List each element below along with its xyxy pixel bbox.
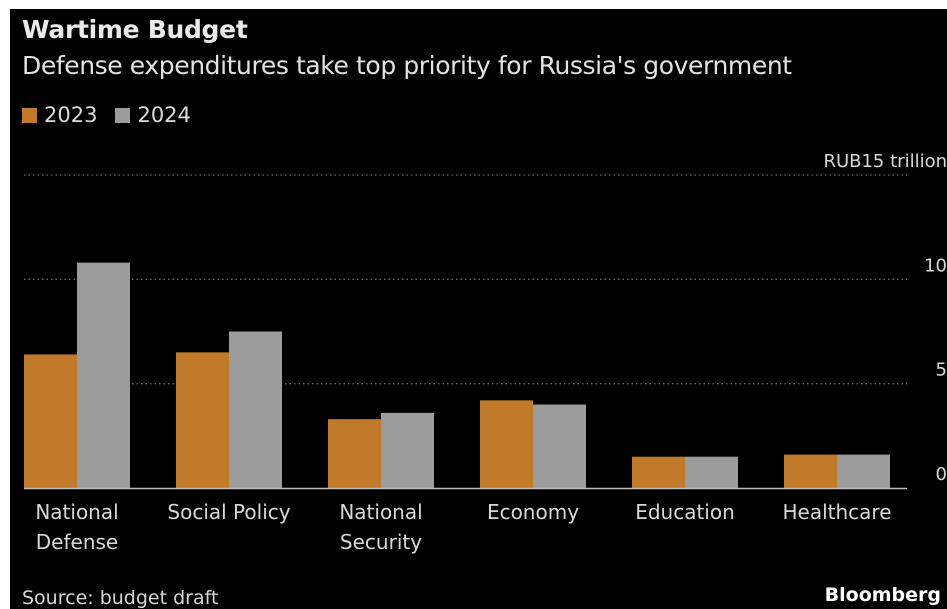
x-tick-label-1: Social Policy xyxy=(167,500,290,524)
bar-2024-4 xyxy=(685,456,738,488)
chart-subtitle: Defense expenditures take top priority f… xyxy=(22,51,792,80)
chart-legend: 2023 2024 xyxy=(22,103,209,127)
legend-item-2024: 2024 xyxy=(115,103,191,127)
bar-2023-3 xyxy=(480,400,533,488)
bar-2024-3 xyxy=(533,404,586,488)
bar-chart-plot: 0 5 10 RUB15 trillion National Defense Social … xyxy=(24,151,947,554)
x-tick-label-0: National Defense xyxy=(35,500,118,554)
bar-2024-1 xyxy=(229,331,282,488)
legend-label-2023: 2023 xyxy=(44,103,98,127)
legend-swatch-2024 xyxy=(115,107,131,123)
bar-2023-5 xyxy=(784,454,837,488)
bar-2023-4 xyxy=(632,456,685,488)
y-tick-label-0: 0 xyxy=(936,464,947,485)
y-tick-label-10: 10 xyxy=(924,255,947,276)
bar-2024-2 xyxy=(381,412,434,488)
x-tick-label-3: Economy xyxy=(487,500,579,524)
chart-title: Wartime Budget xyxy=(22,15,248,44)
source-note: Source: budget draft xyxy=(22,587,219,609)
bar-2023-2 xyxy=(328,419,381,488)
bloomberg-logo: Bloomberg xyxy=(824,584,941,606)
x-tick-label-2: National Security xyxy=(339,500,422,554)
bar-2024-5 xyxy=(837,454,890,488)
bar-2023-1 xyxy=(176,352,229,488)
bar-2023-0 xyxy=(24,354,77,488)
y-tick-label-15: RUB15 trillion xyxy=(823,151,947,172)
legend-label-2024: 2024 xyxy=(137,103,191,127)
chart-frame: Wartime Budget Defense expenditures take… xyxy=(10,9,947,609)
x-tick-label-5: Healthcare xyxy=(782,500,891,524)
legend-swatch-2023 xyxy=(22,107,37,123)
x-tick-label-4: Education xyxy=(635,500,735,524)
bar-2024-0 xyxy=(77,262,130,488)
legend-item-2023: 2023 xyxy=(22,103,97,127)
y-tick-label-5: 5 xyxy=(936,360,947,381)
